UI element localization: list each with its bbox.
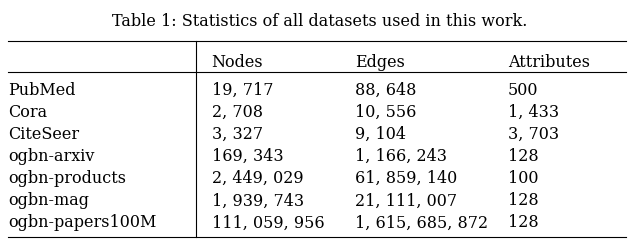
- Text: 1, 939, 743: 1, 939, 743: [212, 192, 304, 209]
- Text: 111, 059, 956: 111, 059, 956: [212, 215, 324, 232]
- Text: 1, 166, 243: 1, 166, 243: [355, 148, 447, 165]
- Text: PubMed: PubMed: [8, 82, 76, 99]
- Text: 1, 433: 1, 433: [508, 104, 559, 121]
- Text: 9, 104: 9, 104: [355, 126, 406, 143]
- Text: Edges: Edges: [355, 54, 405, 71]
- Text: 128: 128: [508, 215, 539, 232]
- Text: CiteSeer: CiteSeer: [8, 126, 79, 143]
- Text: Table 1: Statistics of all datasets used in this work.: Table 1: Statistics of all datasets used…: [112, 13, 528, 30]
- Text: 3, 703: 3, 703: [508, 126, 559, 143]
- Text: 169, 343: 169, 343: [212, 148, 284, 165]
- Text: ogbn-papers100M: ogbn-papers100M: [8, 215, 156, 232]
- Text: ogbn-products: ogbn-products: [8, 170, 126, 187]
- Text: 88, 648: 88, 648: [355, 82, 417, 99]
- Text: 19, 717: 19, 717: [212, 82, 273, 99]
- Text: Nodes: Nodes: [212, 54, 263, 71]
- Text: 128: 128: [508, 192, 539, 209]
- Text: 500: 500: [508, 82, 538, 99]
- Text: ogbn-arxiv: ogbn-arxiv: [8, 148, 94, 165]
- Text: 2, 449, 029: 2, 449, 029: [212, 170, 303, 187]
- Text: 1, 615, 685, 872: 1, 615, 685, 872: [355, 215, 488, 232]
- Text: 128: 128: [508, 148, 539, 165]
- Text: 61, 859, 140: 61, 859, 140: [355, 170, 458, 187]
- Text: 3, 327: 3, 327: [212, 126, 263, 143]
- Text: 10, 556: 10, 556: [355, 104, 417, 121]
- Text: 21, 111, 007: 21, 111, 007: [355, 192, 457, 209]
- Text: Cora: Cora: [8, 104, 47, 121]
- Text: ogbn-mag: ogbn-mag: [8, 192, 89, 209]
- Text: Attributes: Attributes: [508, 54, 590, 71]
- Text: 100: 100: [508, 170, 538, 187]
- Text: 2, 708: 2, 708: [212, 104, 262, 121]
